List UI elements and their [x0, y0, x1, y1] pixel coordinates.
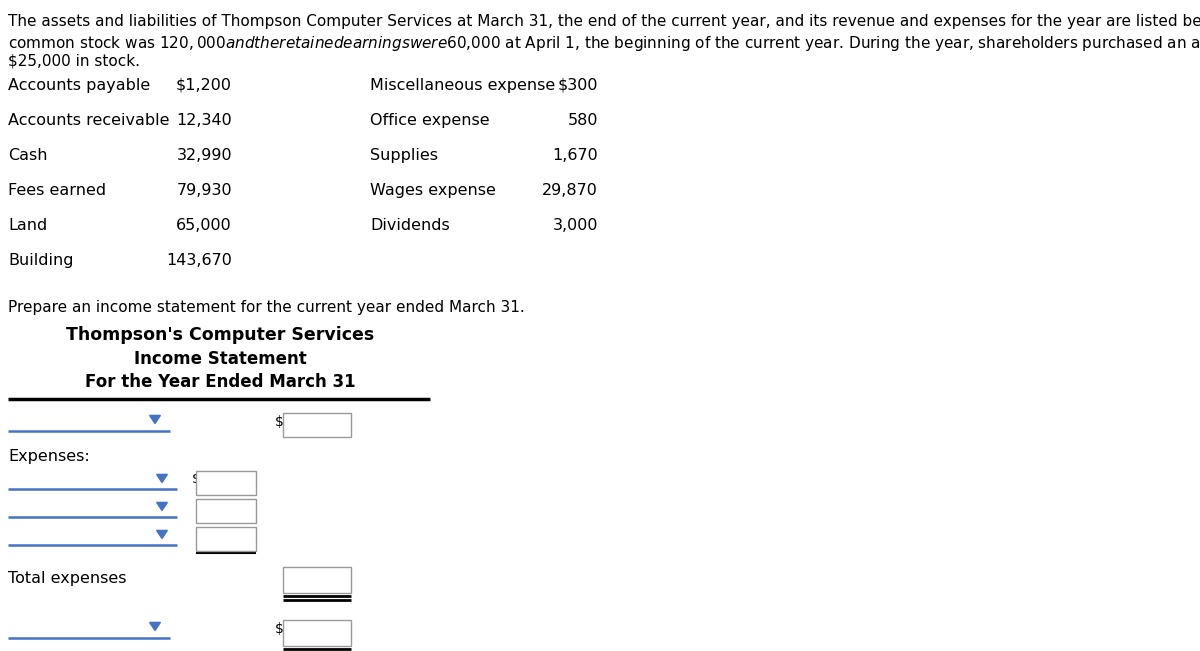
Text: $: $ — [275, 622, 284, 636]
Text: 32,990: 32,990 — [176, 148, 232, 163]
Text: 3,000: 3,000 — [552, 218, 598, 233]
Text: 12,340: 12,340 — [176, 113, 232, 128]
Text: Office expense: Office expense — [370, 113, 490, 128]
Text: Income Statement: Income Statement — [133, 350, 306, 368]
Text: Expenses:: Expenses: — [8, 449, 90, 464]
Text: Fees earned: Fees earned — [8, 183, 106, 198]
Text: Supplies: Supplies — [370, 148, 438, 163]
Text: 143,670: 143,670 — [166, 253, 232, 268]
Text: $: $ — [275, 415, 284, 429]
Polygon shape — [156, 475, 168, 482]
Text: Dividends: Dividends — [370, 218, 450, 233]
Text: Accounts payable: Accounts payable — [8, 78, 150, 93]
Text: Land: Land — [8, 218, 47, 233]
Text: 1,670: 1,670 — [552, 148, 598, 163]
Text: Cash: Cash — [8, 148, 48, 163]
Text: common stock was $120,000 and the retained earnings were $60,000 at April 1, the: common stock was $120,000 and the retain… — [8, 34, 1200, 53]
Text: $: $ — [192, 472, 200, 486]
Text: 29,870: 29,870 — [542, 183, 598, 198]
Bar — [283, 567, 352, 593]
Text: Prepare an income statement for the current year ended March 31.: Prepare an income statement for the curr… — [8, 300, 524, 315]
Bar — [196, 499, 256, 523]
Polygon shape — [150, 622, 161, 631]
Bar — [196, 471, 256, 495]
Text: $1,200: $1,200 — [176, 78, 232, 93]
Text: The assets and liabilities of Thompson Computer Services at March 31, the end of: The assets and liabilities of Thompson C… — [8, 14, 1200, 29]
Text: $25,000 in stock.: $25,000 in stock. — [8, 54, 140, 69]
Bar — [196, 527, 256, 551]
Text: Thompson's Computer Services: Thompson's Computer Services — [66, 326, 374, 344]
Bar — [283, 413, 352, 437]
Text: 580: 580 — [568, 113, 598, 128]
Text: Miscellaneous expense: Miscellaneous expense — [370, 78, 556, 93]
Polygon shape — [156, 503, 168, 510]
Text: Accounts receivable: Accounts receivable — [8, 113, 169, 128]
Polygon shape — [150, 415, 161, 424]
Text: 65,000: 65,000 — [176, 218, 232, 233]
Bar — [283, 620, 352, 646]
Text: Building: Building — [8, 253, 73, 268]
Text: $300: $300 — [558, 78, 598, 93]
Text: 79,930: 79,930 — [176, 183, 232, 198]
Polygon shape — [156, 531, 168, 538]
Text: For the Year Ended March 31: For the Year Ended March 31 — [85, 373, 355, 391]
Text: Total expenses: Total expenses — [8, 571, 126, 586]
Text: Wages expense: Wages expense — [370, 183, 496, 198]
